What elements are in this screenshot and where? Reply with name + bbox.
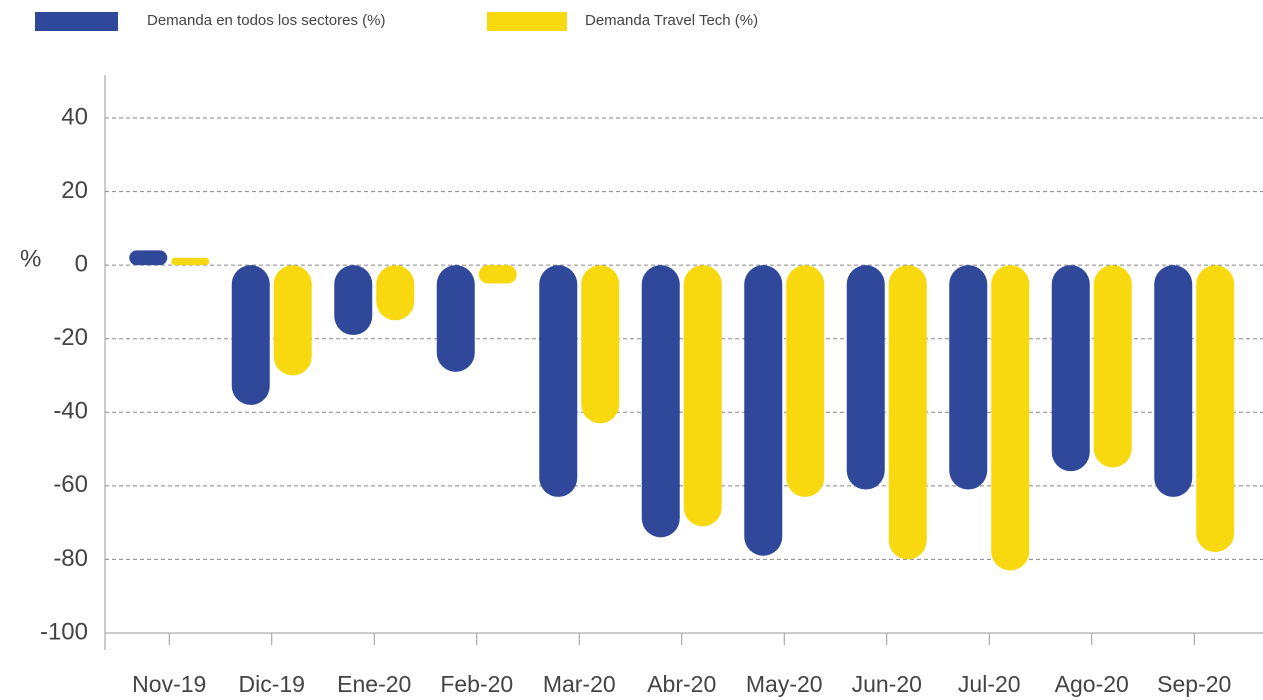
bar <box>949 265 988 490</box>
x-tick-label: Ene-20 <box>337 671 411 697</box>
bar <box>273 265 312 376</box>
bar <box>744 265 783 556</box>
bar <box>888 265 927 560</box>
legend-label: Demanda Travel Tech (%) <box>585 12 758 29</box>
bar <box>786 265 825 497</box>
x-tick-label: Feb-20 <box>440 671 513 697</box>
bar <box>231 265 270 405</box>
x-tick-label: Abr-20 <box>647 671 716 697</box>
y-tick-label: 0 <box>75 250 88 277</box>
x-tick-label: Jun-20 <box>852 671 922 697</box>
bar <box>129 250 168 266</box>
x-tick-label: Sep-20 <box>1157 671 1231 697</box>
y-tick-label: 20 <box>61 177 88 204</box>
bar <box>683 265 722 527</box>
x-tick-label: Jul-20 <box>958 671 1021 697</box>
y-axis-label: % <box>20 245 41 272</box>
bar <box>846 265 885 490</box>
y-tick-label: -100 <box>40 618 88 645</box>
x-tick-label: Dic-19 <box>239 671 305 697</box>
x-tick-label: Nov-19 <box>132 671 206 697</box>
bar <box>376 265 415 321</box>
bar <box>1154 265 1193 497</box>
bar <box>478 265 517 284</box>
bar <box>1196 265 1235 553</box>
x-tick-label: Mar-20 <box>543 671 616 697</box>
y-tick-label: 40 <box>61 103 88 130</box>
bar <box>334 265 373 336</box>
y-tick-label: -80 <box>53 545 88 572</box>
x-tick-label: Ago-20 <box>1055 671 1129 697</box>
bar <box>1093 265 1132 468</box>
bar <box>1051 265 1090 472</box>
legend-label: Demanda en todos los sectores (%) <box>147 12 385 29</box>
legend-swatch <box>35 12 118 31</box>
y-tick-label: -60 <box>53 471 88 498</box>
bar <box>581 265 620 424</box>
x-tick-label: May-20 <box>746 671 823 697</box>
y-tick-label: -40 <box>53 398 88 425</box>
bar <box>641 265 680 538</box>
bar <box>991 265 1030 571</box>
bar <box>539 265 578 497</box>
legend-swatch <box>487 12 567 31</box>
y-tick-label: -20 <box>53 324 88 351</box>
bar <box>436 265 475 372</box>
bar <box>171 257 210 266</box>
